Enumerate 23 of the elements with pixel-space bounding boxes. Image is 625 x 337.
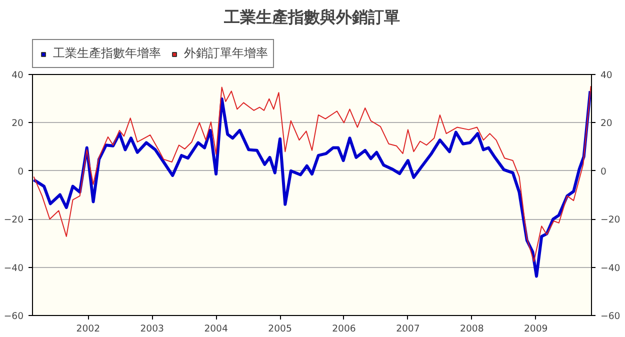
x-tick-label: 2007: [396, 324, 420, 334]
y2-tick-label: −20: [600, 214, 620, 226]
x-tick-label: 2002: [76, 324, 100, 334]
x-tick-label: 2009: [524, 324, 548, 334]
y2-tick-label: −40: [600, 262, 620, 274]
y-tick-label: 20: [12, 118, 24, 130]
y2-tick-label: 0: [600, 166, 606, 178]
y-tick-label: −20: [4, 214, 24, 226]
y2-tick-label: 40: [600, 70, 612, 81]
legend-label: 外銷訂單年增率: [184, 45, 268, 62]
y2-tick-label: 20: [600, 118, 612, 130]
y-tick-label: −60: [4, 311, 24, 322]
y2-tick-label: −60: [600, 311, 620, 322]
x-tick-label: 2004: [204, 324, 228, 334]
legend-label: 工業生產指數年增率: [53, 45, 161, 62]
y-tick-label: 40: [12, 70, 24, 81]
y-tick-label: 0: [18, 166, 24, 178]
x-tick-label: 2006: [332, 324, 356, 334]
x-tick-label: 2003: [140, 324, 164, 334]
x-tick-label: 2005: [268, 324, 292, 334]
chart-title: 工業生產指數與外銷訂單: [223, 8, 400, 26]
y-tick-label: −40: [4, 262, 24, 274]
x-tick-label: 2008: [460, 324, 484, 334]
